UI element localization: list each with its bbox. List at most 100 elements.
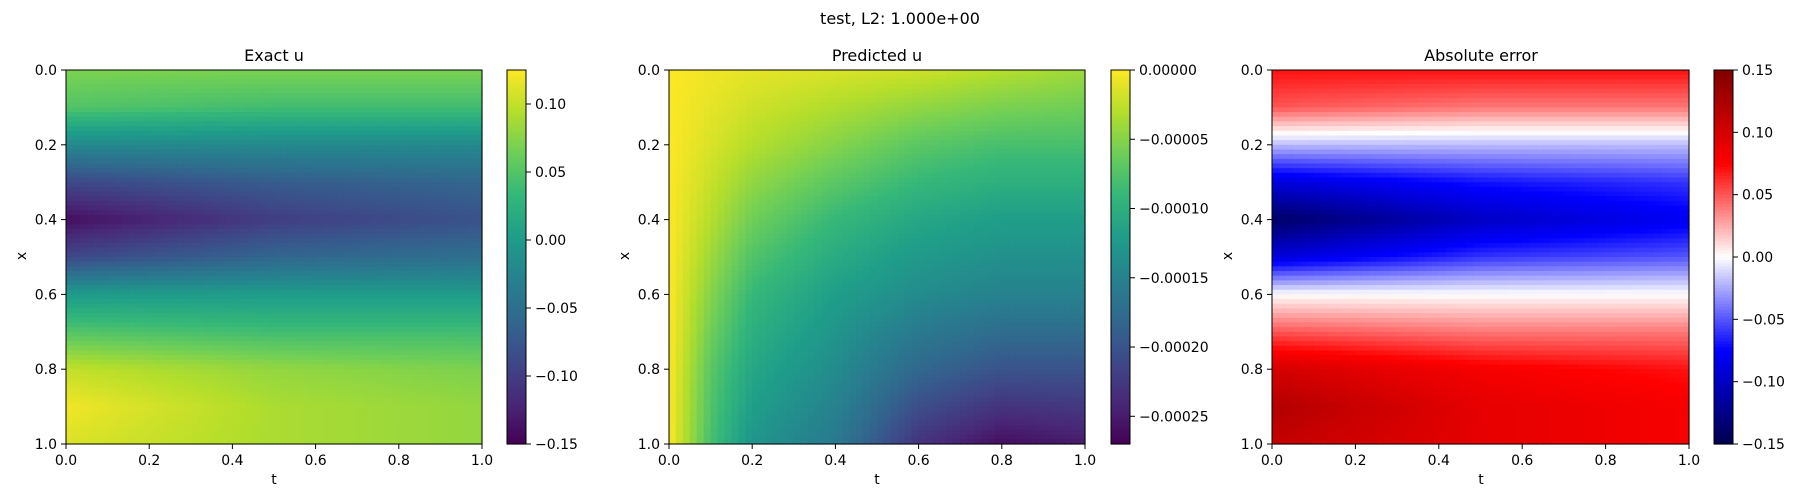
heatmap-cell bbox=[274, 383, 282, 389]
heatmap-cell bbox=[301, 140, 310, 146]
heatmap-cell bbox=[156, 93, 164, 99]
heatmap-cell bbox=[419, 397, 428, 403]
heatmap-cell bbox=[468, 79, 476, 85]
heatmap-cell bbox=[294, 79, 303, 85]
heatmap-cell bbox=[475, 387, 483, 394]
heatmap-cell bbox=[274, 74, 282, 80]
heatmap-cell bbox=[426, 364, 435, 370]
heatmap-cell bbox=[218, 135, 227, 141]
heatmap-cell bbox=[336, 271, 344, 277]
heatmap-cell bbox=[239, 130, 247, 137]
heatmap-cell bbox=[322, 294, 331, 300]
heatmap-cell bbox=[183, 135, 192, 141]
heatmap-cell bbox=[308, 219, 317, 225]
heatmap-cell bbox=[287, 98, 296, 104]
heatmap-cell bbox=[79, 261, 88, 267]
heatmap-cell bbox=[156, 242, 164, 249]
heatmap-cell bbox=[121, 112, 129, 118]
heatmap-cell bbox=[398, 205, 407, 211]
heatmap-cell bbox=[170, 140, 178, 146]
heatmap-cell bbox=[232, 313, 240, 319]
heatmap-cell bbox=[287, 275, 296, 281]
heatmap-cell bbox=[336, 98, 344, 104]
heatmap-cell bbox=[156, 406, 164, 412]
heatmap-cell bbox=[322, 355, 331, 361]
heatmap-cell bbox=[170, 331, 178, 338]
heatmap-cell bbox=[135, 439, 143, 445]
heatmap-cell bbox=[412, 102, 421, 108]
heatmap-cell bbox=[183, 182, 192, 188]
heatmap-cell bbox=[336, 266, 344, 272]
heatmap-cell bbox=[398, 271, 407, 277]
heatmap-cell bbox=[142, 140, 150, 146]
heatmap-cell bbox=[218, 107, 227, 113]
heatmap-cell bbox=[301, 98, 310, 104]
heatmap-cell bbox=[280, 401, 289, 408]
heatmap-cell bbox=[107, 177, 116, 183]
heatmap-cell bbox=[384, 121, 393, 127]
heatmap-cell bbox=[461, 289, 469, 295]
heatmap-cell bbox=[149, 252, 157, 258]
heatmap-cell bbox=[350, 415, 358, 422]
heatmap-cell bbox=[239, 322, 247, 328]
heatmap-cell bbox=[405, 200, 414, 207]
heatmap-cell bbox=[391, 411, 400, 417]
heatmap-cell bbox=[447, 266, 455, 272]
heatmap-cell bbox=[197, 102, 206, 108]
heatmap-cell bbox=[280, 364, 289, 370]
heatmap-cell bbox=[190, 214, 199, 221]
heatmap-cell bbox=[93, 182, 102, 188]
heatmap-cell bbox=[163, 331, 171, 338]
heatmap-cell bbox=[170, 317, 178, 324]
heatmap-cell bbox=[287, 411, 296, 417]
heatmap-cell bbox=[426, 247, 435, 253]
heatmap-cell bbox=[72, 369, 81, 375]
heatmap-cell bbox=[170, 280, 178, 286]
heatmap-cell bbox=[86, 252, 95, 258]
heatmap-cell bbox=[176, 177, 185, 183]
heatmap-cell bbox=[440, 214, 448, 221]
heatmap-cell bbox=[294, 341, 303, 347]
heatmap-cell bbox=[149, 135, 157, 141]
heatmap-cell bbox=[426, 172, 435, 179]
heatmap-cell bbox=[391, 392, 400, 398]
heatmap-cell bbox=[93, 102, 102, 108]
heatmap-cell bbox=[384, 196, 393, 202]
heatmap-cell bbox=[190, 210, 199, 216]
heatmap-cell bbox=[440, 364, 448, 370]
heatmap-cell bbox=[274, 420, 282, 426]
heatmap-cell bbox=[357, 401, 365, 408]
heatmap-cell bbox=[461, 392, 469, 398]
heatmap-cell bbox=[225, 74, 233, 80]
heatmap-cell bbox=[759, 70, 767, 76]
heatmap-cell bbox=[66, 112, 74, 118]
heatmap-cell bbox=[364, 350, 372, 356]
heatmap-cell bbox=[93, 303, 102, 310]
heatmap-cell bbox=[176, 341, 185, 347]
heatmap-cell bbox=[371, 84, 379, 90]
heatmap-cell bbox=[440, 163, 448, 169]
heatmap-cell bbox=[267, 364, 275, 370]
heatmap-cell bbox=[260, 182, 268, 188]
heatmap-cell bbox=[315, 266, 324, 272]
heatmap-cell bbox=[468, 364, 476, 370]
heatmap-cell bbox=[149, 336, 157, 342]
heatmap-cell bbox=[211, 200, 220, 207]
heatmap-cell bbox=[121, 303, 129, 310]
heatmap-cell bbox=[405, 112, 414, 118]
heatmap-cell bbox=[170, 163, 178, 169]
heatmap-cell bbox=[454, 373, 462, 380]
heatmap-cell bbox=[440, 420, 448, 426]
heatmap-cell bbox=[121, 336, 129, 342]
heatmap-cell bbox=[329, 214, 337, 221]
heatmap-cell bbox=[72, 144, 81, 151]
heatmap-cell bbox=[260, 228, 268, 235]
heatmap-cell bbox=[267, 429, 275, 436]
heatmap-cell bbox=[183, 154, 192, 160]
heatmap-cell bbox=[447, 425, 455, 431]
heatmap-cell bbox=[66, 205, 74, 211]
heatmap-cell bbox=[135, 336, 143, 342]
heatmap-cell bbox=[364, 415, 372, 422]
heatmap-cell bbox=[329, 233, 337, 239]
heatmap-cell bbox=[364, 186, 372, 193]
